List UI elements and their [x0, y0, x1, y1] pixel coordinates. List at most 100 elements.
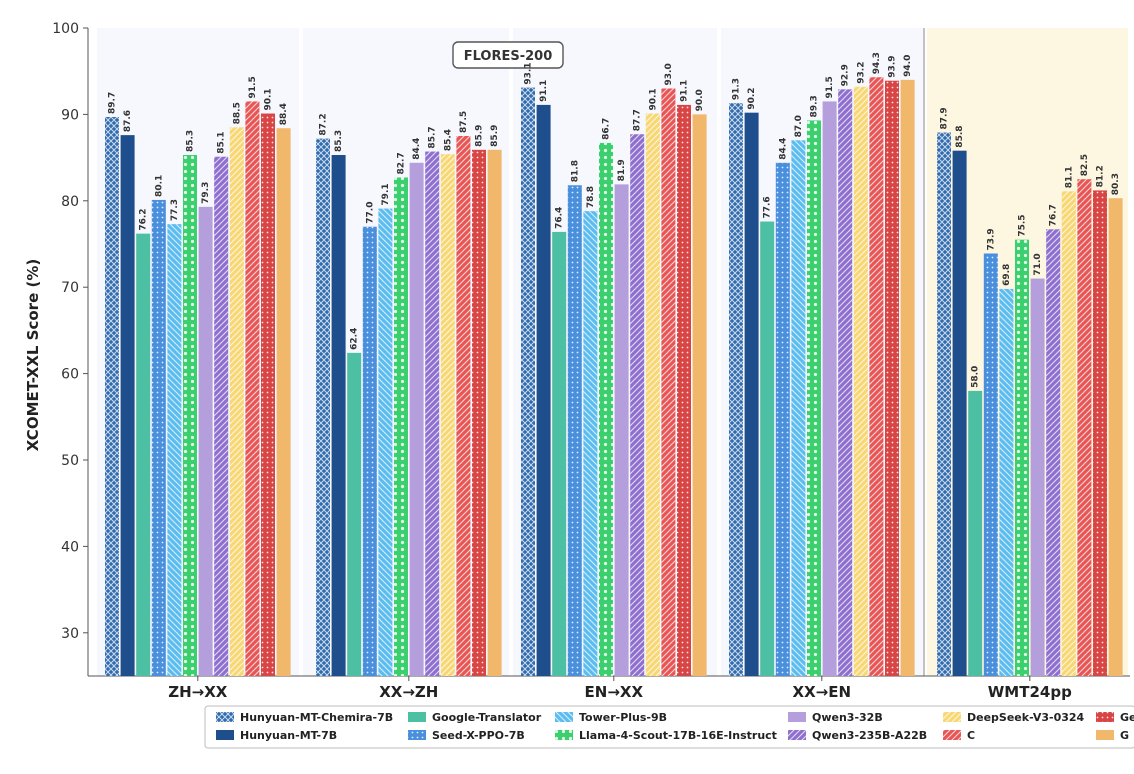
data-label: 85.1	[217, 132, 227, 154]
bar-pattern	[677, 104, 691, 677]
legend: Hunyuan-MT-Chemira-7B Hunyuan-MT-7B Google…	[216, 711, 1134, 742]
bar-pattern	[456, 136, 471, 676]
legend-swatch-pattern	[943, 712, 961, 722]
bar-pattern	[105, 116, 119, 676]
bar-pattern	[440, 154, 455, 677]
bar-pattern	[583, 211, 598, 676]
bar	[409, 162, 424, 676]
legend-label: Gemini-2.5-Pro	[1120, 711, 1134, 724]
y-tick-label: 40	[61, 539, 79, 555]
data-label: 82.7	[397, 152, 407, 174]
legend-label: Google-Translator	[432, 711, 542, 724]
data-label: 81.1	[1064, 166, 1074, 188]
data-label: 82.5	[1080, 154, 1090, 176]
data-label: 81.8	[570, 160, 580, 182]
y-tick-label: 70	[61, 280, 79, 296]
data-label: 69.8	[1002, 264, 1012, 286]
bar	[331, 155, 346, 676]
bar-pattern	[183, 155, 197, 676]
data-label: 93.0	[664, 63, 674, 85]
bar-pattern	[885, 80, 899, 677]
data-label: 90.0	[695, 89, 705, 111]
legend-label: G	[1120, 729, 1129, 742]
data-label: 91.5	[248, 76, 258, 98]
data-label: 85.9	[475, 125, 485, 147]
bar	[1030, 278, 1045, 676]
x-tick-label: WMT24pp	[988, 683, 1072, 701]
data-label: 75.5	[1018, 214, 1028, 236]
data-label: 79.1	[381, 183, 391, 205]
bar-pattern	[394, 177, 408, 677]
bar	[552, 231, 567, 677]
data-label: 90.2	[747, 87, 757, 109]
y-tick-label: 100	[52, 21, 79, 37]
bar-pattern	[838, 89, 853, 677]
data-label: 78.8	[586, 186, 596, 208]
bar-pattern	[1077, 179, 1092, 676]
data-label: 81.9	[617, 159, 627, 181]
data-label: 84.4	[412, 138, 422, 160]
legend-label: Hunyuan-MT-7B	[240, 729, 337, 742]
bar-pattern	[167, 224, 182, 677]
bar-pattern	[661, 88, 676, 677]
legend-label: Tower-Plus-9B	[579, 711, 667, 724]
bar	[760, 221, 775, 676]
bar-pattern	[729, 103, 743, 677]
data-label: 91.1	[680, 80, 690, 102]
x-tick-label: EN→XX	[585, 683, 644, 701]
data-label: 93.9	[888, 55, 898, 77]
bar-pattern	[630, 134, 645, 677]
data-label: 88.5	[232, 102, 242, 124]
data-label: 88.4	[279, 103, 289, 125]
bar-pattern	[472, 149, 486, 677]
data-label: 76.7	[1049, 204, 1059, 226]
bar	[136, 233, 151, 676]
legend-label: Qwen3-235B-A22B	[812, 729, 927, 742]
y-axis-label: XCOMET-XXL Score (%)	[24, 259, 42, 451]
data-label: 89.7	[108, 92, 118, 114]
data-label: 94.3	[872, 52, 882, 74]
legend-label: C	[967, 729, 975, 742]
data-label: 77.3	[170, 199, 180, 221]
bar-pattern	[378, 208, 393, 677]
bar	[276, 128, 291, 676]
bar-pattern	[1046, 229, 1061, 676]
data-label: 87.2	[319, 113, 329, 135]
bar-pattern	[229, 127, 244, 677]
bar	[968, 390, 983, 676]
legend-swatch-pattern	[943, 730, 961, 740]
bar	[1108, 198, 1123, 676]
bar	[744, 112, 759, 676]
legend-label: Qwen3-32B	[812, 711, 883, 724]
bar-pattern	[869, 77, 884, 677]
data-label: 91.5	[825, 76, 835, 98]
data-label: 81.2	[1096, 165, 1106, 187]
bar-pattern	[1093, 190, 1107, 676]
bar-pattern	[775, 162, 790, 676]
bar-pattern	[214, 156, 229, 677]
data-label: 87.5	[459, 111, 469, 133]
data-label: 62.4	[350, 328, 360, 350]
bar	[198, 206, 213, 676]
bar-pattern	[853, 86, 868, 676]
data-label: 77.6	[763, 196, 773, 218]
y-tick-label: 50	[61, 453, 79, 469]
data-label: 93.1	[524, 62, 534, 84]
bar-pattern	[999, 288, 1014, 676]
bar-pattern	[807, 120, 821, 676]
data-label: 76.2	[139, 208, 149, 230]
legend-label: Seed-X-PPO-7B	[432, 729, 525, 742]
y-tick-label: 30	[61, 626, 79, 642]
bar	[487, 149, 502, 677]
data-label: 86.7	[602, 118, 612, 140]
data-label: 85.8	[955, 125, 965, 147]
data-label: 89.3	[810, 95, 820, 117]
data-label: 73.9	[986, 228, 996, 250]
data-label: 80.1	[154, 175, 164, 197]
x-tick-label: XX→ZH	[379, 683, 438, 701]
legend-box	[204, 705, 1134, 749]
bar	[347, 352, 362, 676]
y-tick-label: 90	[61, 107, 79, 123]
legend-swatch	[1096, 730, 1114, 740]
